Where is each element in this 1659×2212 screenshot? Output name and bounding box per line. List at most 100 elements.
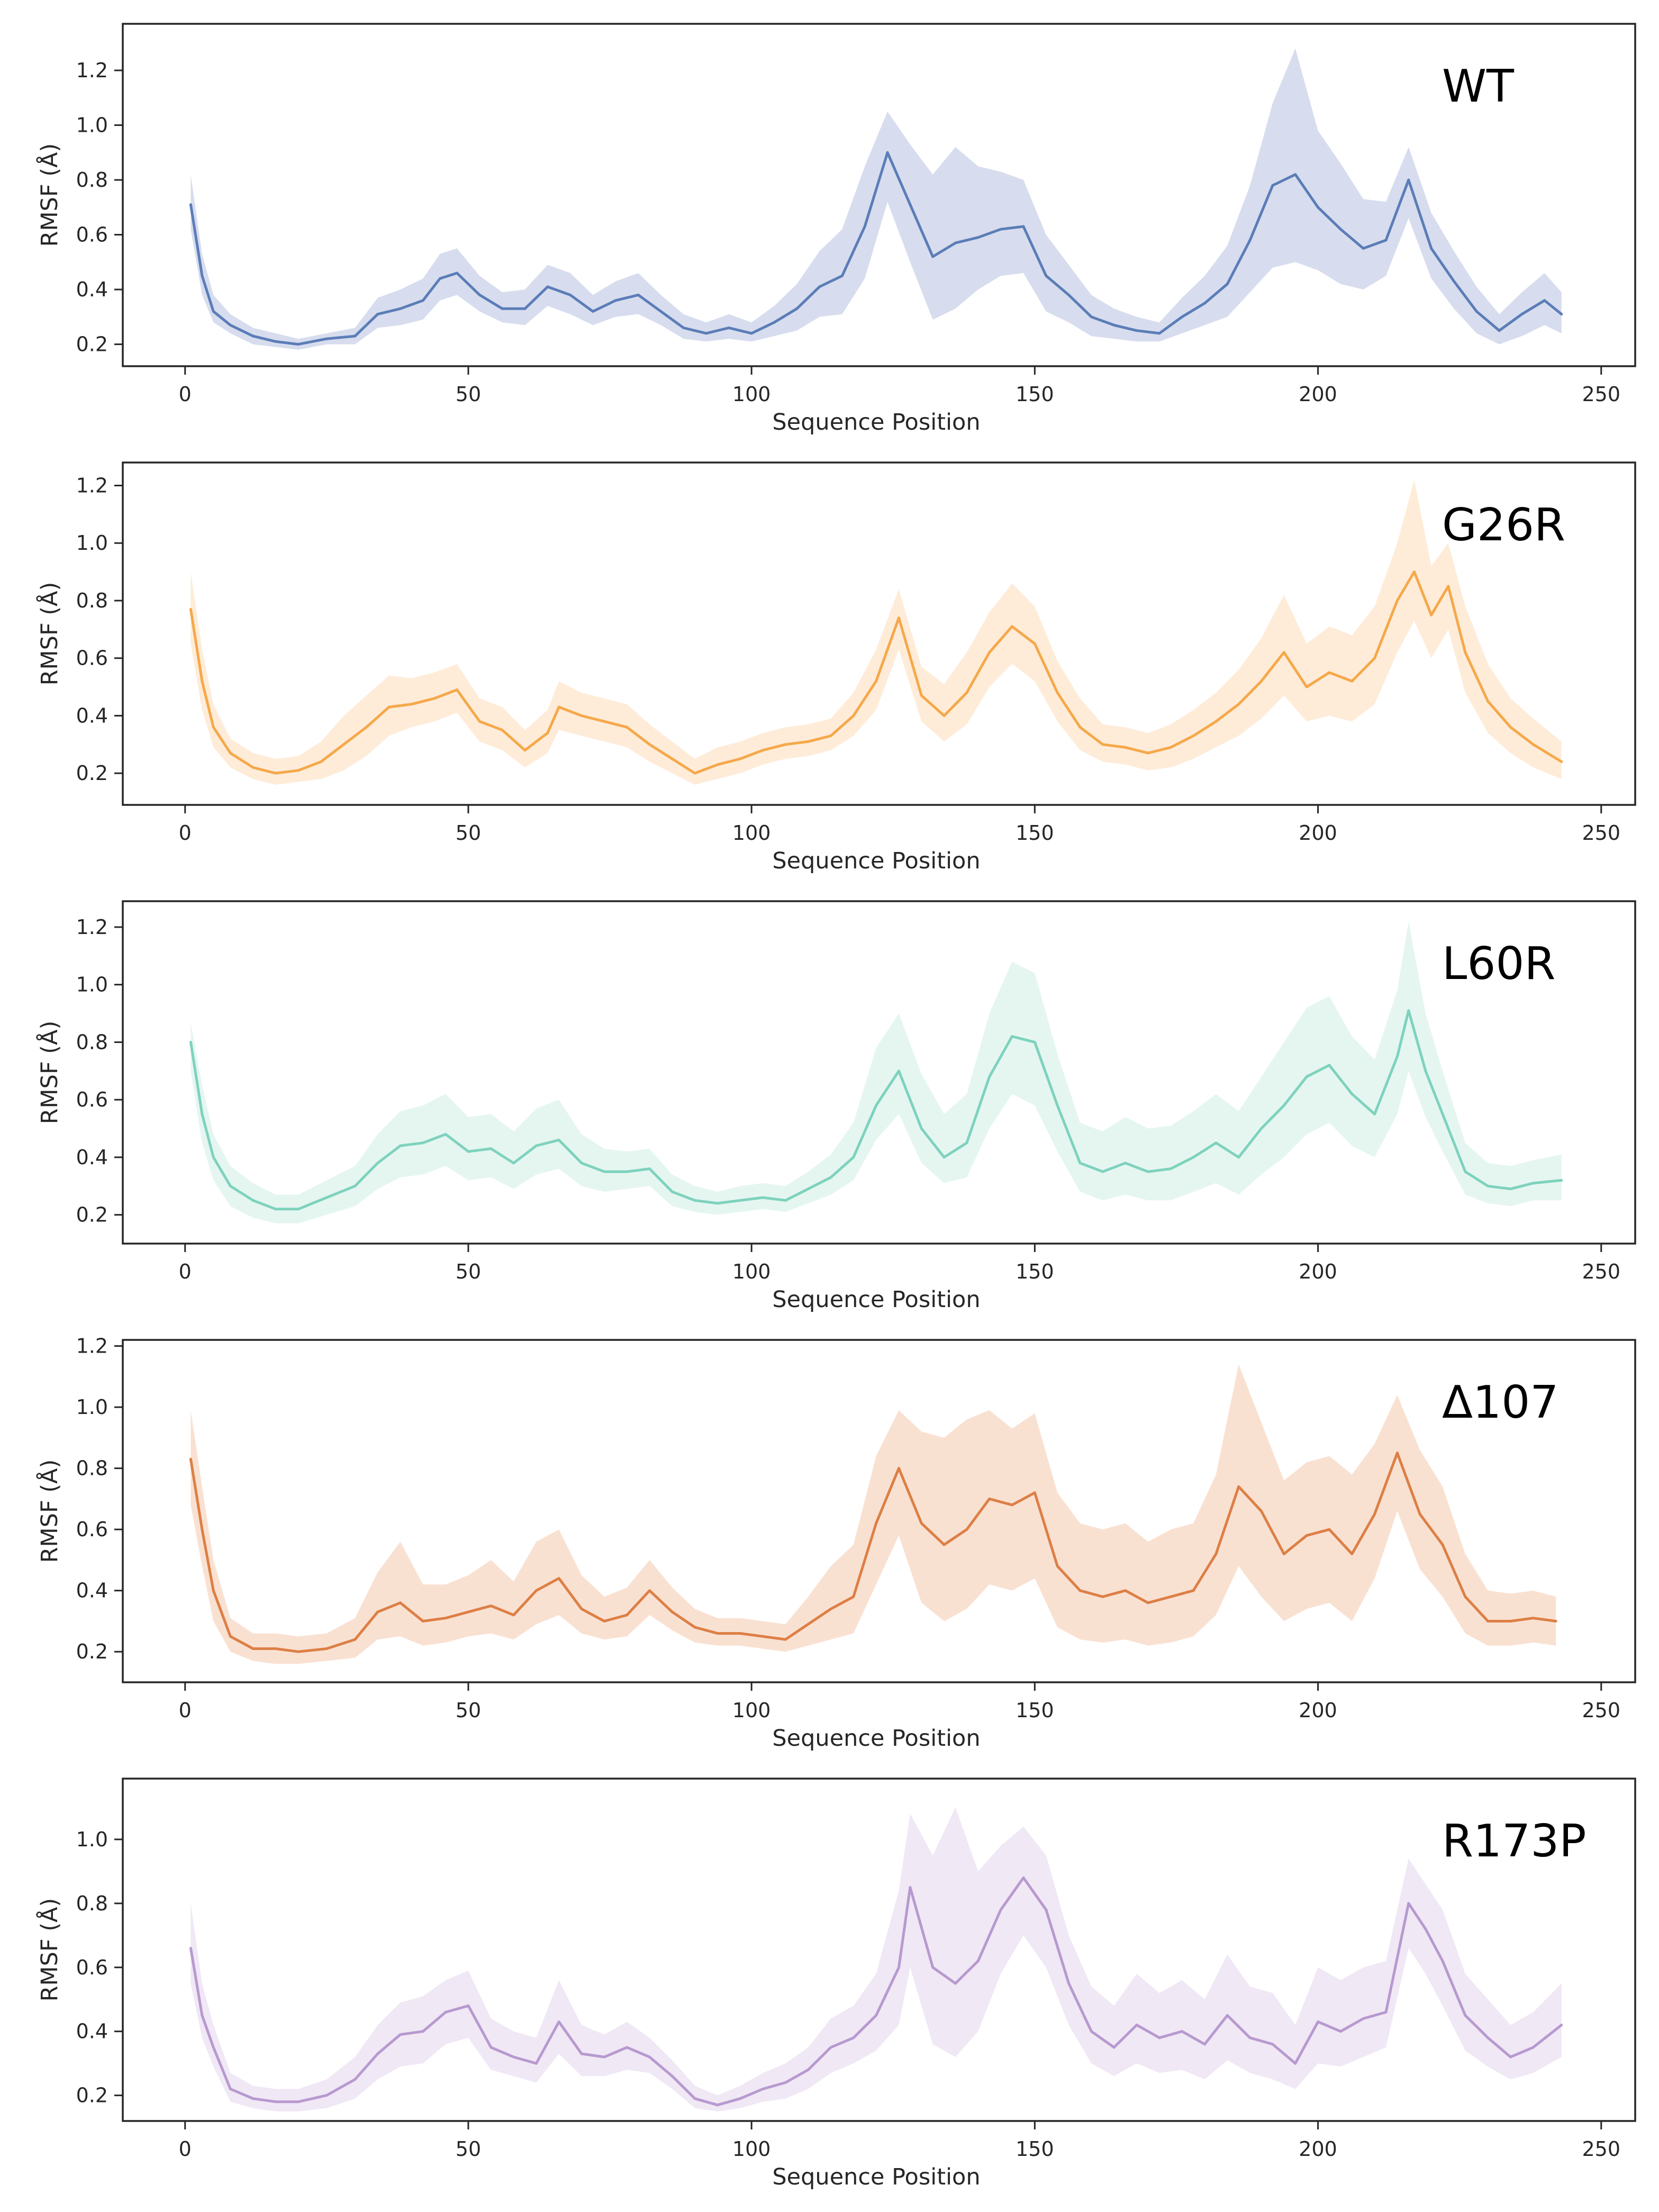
y-tick-label: 1.2	[76, 915, 108, 939]
variant-label: Δ107	[1442, 1376, 1558, 1429]
rmsf-point	[478, 293, 481, 296]
x-axis-label: Sequence Position	[772, 1286, 980, 1313]
rmsf-point	[1305, 685, 1308, 688]
rmsf-point	[739, 757, 742, 760]
rmsf-point	[1226, 283, 1229, 286]
rmsf-point	[1395, 1452, 1399, 1455]
rmsf-confidence-band	[191, 921, 1562, 1223]
rmsf-point	[1135, 329, 1138, 332]
rmsf-point	[1509, 726, 1512, 729]
rmsf-confidence-band	[191, 479, 1562, 785]
rmsf-point	[898, 617, 900, 620]
rmsf-point	[739, 2097, 742, 2100]
chart-panel-5: 0 50 100 150 200 250 0.2 0.4 0.6 0.8 1.0 Sequence P…	[36, 1778, 1636, 2190]
rmsf-point	[1022, 225, 1025, 228]
x-tick-label: 250	[1582, 2137, 1621, 2161]
rmsf-point	[1317, 2020, 1320, 2024]
rmsf-point	[1033, 642, 1036, 645]
rmsf-point	[1090, 2030, 1093, 2033]
rmsf-point	[325, 1196, 328, 1199]
rmsf-point	[297, 343, 300, 346]
y-tick-label: 0.2	[76, 1203, 108, 1227]
rmsf-point	[852, 2036, 855, 2039]
rmsf-point	[761, 749, 765, 752]
rmsf-point	[251, 1199, 255, 1202]
rmsf-point	[229, 1184, 232, 1187]
y-axis-label: RMSF (Å)	[36, 143, 63, 247]
rmsf-point	[965, 691, 968, 694]
rmsf-point	[1090, 315, 1093, 319]
x-tick-label: 250	[1582, 821, 1621, 845]
rmsf-point	[1078, 1162, 1082, 1165]
rmsf-point	[444, 2010, 447, 2014]
y-tick-label: 0.8	[76, 1030, 108, 1054]
rmsf-point	[189, 1040, 192, 1044]
x-tick-label: 50	[456, 2137, 481, 2161]
rmsf-point	[829, 735, 832, 737]
rmsf-point	[852, 1595, 855, 1598]
rmsf-point	[670, 1610, 674, 1613]
rmsf-point	[1237, 1485, 1240, 1488]
rmsf-point	[212, 1156, 215, 1159]
rmsf-point	[557, 1577, 560, 1580]
y-axis-label: RMSF (Å)	[36, 1898, 63, 2002]
rmsf-point	[512, 1162, 515, 1165]
rmsf-point	[693, 772, 696, 775]
rmsf-point	[931, 255, 935, 258]
rmsf-point	[806, 740, 810, 743]
rmsf-mean-line	[189, 570, 1563, 775]
rmsf-point	[1101, 743, 1104, 746]
rmsf-point	[1282, 1104, 1285, 1107]
rmsf-point	[988, 1075, 991, 1078]
rmsf-point	[637, 293, 640, 296]
rmsf-point	[898, 1467, 900, 1470]
rmsf-point	[670, 757, 674, 760]
rmsf-point	[1203, 2043, 1206, 2046]
rmsf-point	[1498, 329, 1501, 332]
rmsf-point	[546, 731, 549, 735]
y-tick-label: 1.2	[76, 59, 108, 82]
rmsf-point	[761, 1196, 765, 1199]
rmsf-point	[1464, 2014, 1467, 2017]
rmsf-point	[353, 1184, 357, 1187]
rmsf-point	[1192, 735, 1195, 737]
rmsf-point	[274, 2100, 277, 2104]
rmsf-point	[1475, 310, 1478, 313]
rmsf-point	[467, 2004, 470, 2007]
x-tick-label: 50	[456, 1699, 481, 1722]
y-tick-label: 0.8	[76, 168, 108, 192]
y-tick-label: 1.2	[76, 474, 108, 497]
y-tick-label: 1.0	[76, 1395, 108, 1419]
rmsf-point	[1339, 2030, 1342, 2033]
rmsf-point	[251, 334, 255, 338]
rmsf-point	[1520, 313, 1524, 316]
x-tick-label: 0	[179, 821, 192, 845]
rmsf-point	[942, 1543, 946, 1546]
rmsf-confidence-band	[191, 1807, 1562, 2111]
rmsf-point	[603, 2055, 606, 2059]
y-axis-label: RMSF (Å)	[36, 1459, 63, 1563]
rmsf-point	[784, 1638, 787, 1641]
rmsf-point	[444, 1132, 447, 1136]
y-tick-label: 0.2	[76, 2084, 108, 2107]
x-tick-label: 200	[1299, 383, 1337, 406]
rmsf-point	[274, 340, 277, 343]
x-axis-label: Sequence Position	[772, 409, 980, 436]
x-tick-label: 250	[1582, 383, 1621, 406]
x-tick-label: 200	[1299, 821, 1337, 845]
rmsf-point	[750, 332, 753, 335]
rmsf-point	[1181, 315, 1184, 319]
rmsf-point	[1248, 2036, 1252, 2039]
rmsf-point	[648, 743, 651, 746]
rmsf-point	[580, 1162, 583, 1165]
rmsf-point	[898, 1069, 900, 1073]
rmsf-point	[1441, 1112, 1444, 1116]
rmsf-point	[1271, 184, 1274, 187]
rmsf-point	[1328, 671, 1331, 674]
rmsf-point	[1112, 323, 1116, 327]
y-tick-label: 0.8	[76, 1892, 108, 1915]
rmsf-point	[297, 769, 300, 772]
rmsf-point	[920, 1522, 923, 1525]
rmsf-point	[716, 2104, 719, 2107]
plot-frame	[122, 23, 1636, 367]
